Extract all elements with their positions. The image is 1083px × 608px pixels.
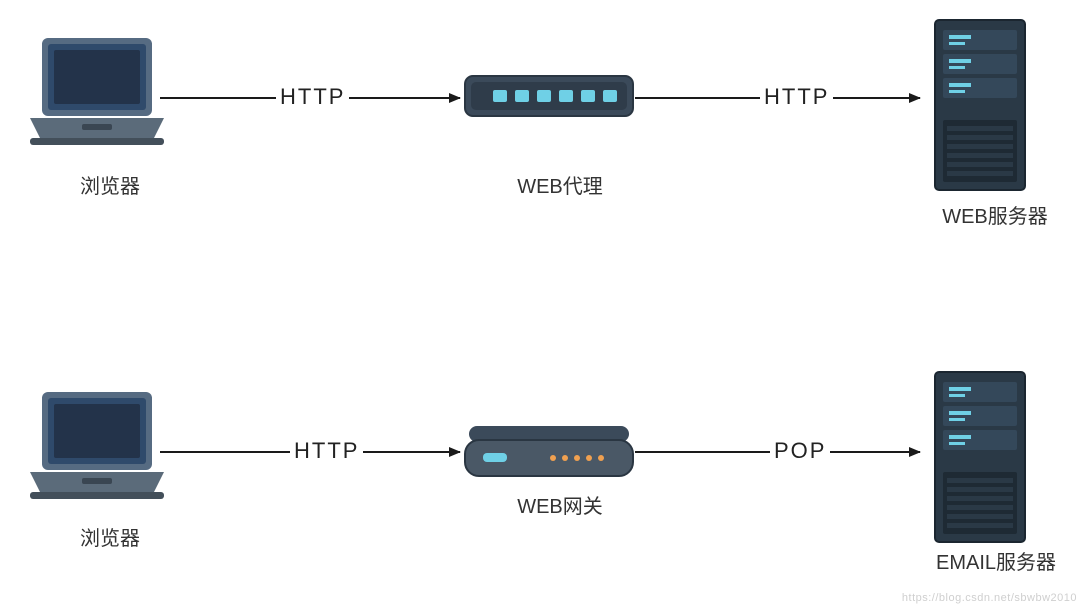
edge-label-e2: HTTP [760, 84, 833, 110]
node-label-emailserver: EMAIL服务器 [916, 552, 1076, 575]
node-label-proxy: WEB代理 [500, 170, 620, 199]
edge-label-e1: HTTP [276, 84, 349, 110]
watermark-text: https://blog.csdn.net/sbwbw2010 [902, 592, 1077, 604]
node-label-browser1: 浏览器 [60, 170, 160, 199]
laptop-icon [30, 38, 164, 145]
node-label-webserver: WEB服务器 [920, 200, 1070, 229]
node-label-gateway: WEB网关 [500, 490, 620, 519]
server-icon [935, 372, 1025, 542]
modem-icon [465, 426, 633, 476]
node-label-browser2: 浏览器 [60, 522, 160, 551]
laptop-icon [30, 392, 164, 499]
edge-label-e3: HTTP [290, 438, 363, 464]
switch-icon [465, 76, 633, 116]
edge-label-e4: POP [770, 438, 830, 464]
server-icon [935, 20, 1025, 190]
